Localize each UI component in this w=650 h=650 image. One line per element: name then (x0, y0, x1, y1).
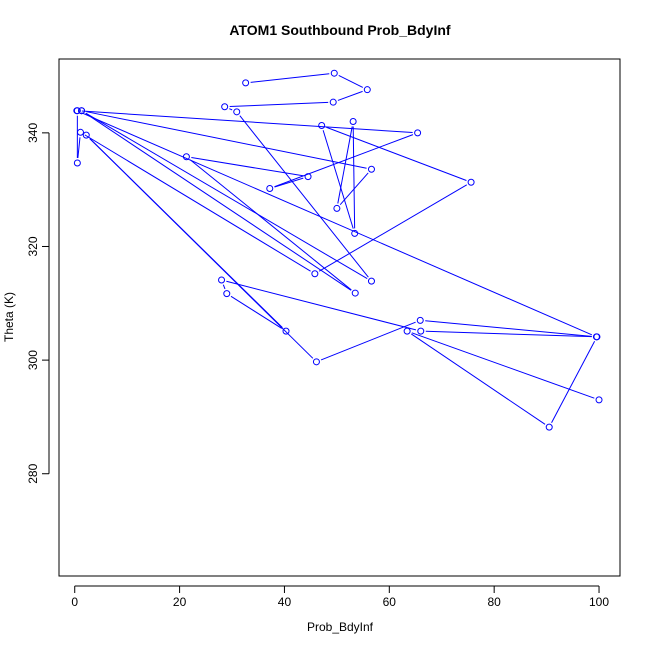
series-line-segment (239, 115, 369, 278)
y-axis: 280 300 320 340 (26, 123, 50, 484)
data-point (349, 117, 357, 125)
data-point (363, 86, 371, 94)
x-tick-label: 0 (71, 595, 78, 609)
data-point (403, 327, 411, 335)
data-point (73, 107, 81, 115)
data-point (282, 327, 290, 335)
data-point (218, 276, 226, 284)
series-line-segment (425, 320, 592, 337)
data-point (545, 423, 553, 431)
chart-title: ATOM1 Southbound Prob_BdyInf (229, 22, 450, 38)
series-line-segment (77, 137, 81, 159)
x-tick-label: 100 (589, 595, 609, 609)
series-line-segment (81, 112, 593, 336)
series-line-segment (250, 73, 330, 83)
series-line-segment (222, 284, 226, 290)
x-tick-label: 60 (383, 595, 397, 609)
y-tick-label: 320 (26, 236, 40, 256)
data-point (351, 229, 359, 237)
series-line-segment (274, 177, 304, 188)
data-point (73, 159, 81, 167)
data-point (242, 79, 250, 87)
data-point (416, 316, 424, 324)
data-point (467, 178, 475, 186)
series-line-segment (326, 126, 467, 181)
series-line-segment (320, 321, 416, 361)
series-line-segment (230, 295, 283, 329)
series-line-segment (322, 130, 354, 229)
data-point (367, 165, 375, 173)
data-point (233, 108, 241, 116)
x-tick-label: 40 (278, 595, 292, 609)
series-line-segment (551, 341, 596, 423)
data-point (266, 185, 274, 193)
data-point (351, 289, 359, 297)
x-tick-label: 80 (487, 595, 501, 609)
data-point (330, 69, 338, 77)
data-point (417, 327, 425, 335)
series-line-segment (191, 157, 304, 177)
series-line-segment (274, 134, 414, 188)
x-tick-label: 20 (173, 595, 187, 609)
data-point (414, 129, 422, 137)
y-axis-label: Theta (K) (2, 292, 16, 342)
data-point (367, 277, 375, 285)
series-line-segment (189, 159, 352, 291)
series-line-segment (86, 111, 367, 169)
data-point (76, 128, 84, 136)
data-point (593, 333, 601, 341)
data-point (311, 270, 319, 278)
data-point (78, 107, 86, 115)
data-point (333, 204, 341, 212)
series-line-segment (85, 113, 352, 291)
series-line-segment (229, 101, 329, 108)
data-point (329, 98, 337, 106)
series-line-segment (339, 172, 369, 206)
data-point (223, 290, 231, 298)
data-point (82, 131, 90, 139)
series-line-segment (425, 330, 592, 338)
data-point (221, 103, 229, 111)
y-tick-label: 340 (26, 123, 40, 143)
series-line-segment (337, 126, 353, 204)
series-line-segment (410, 333, 546, 425)
series-line-segment (229, 108, 233, 111)
data-point (312, 358, 320, 366)
y-tick-label: 300 (26, 350, 40, 370)
series-line-segment (85, 112, 368, 280)
plot-frame (58, 58, 621, 577)
series-line-segment (338, 74, 364, 88)
series-line-segment (226, 280, 417, 331)
y-tick-label: 280 (26, 463, 40, 483)
series-line-segment (84, 134, 311, 272)
series-line-segment (318, 184, 468, 272)
series-line-segment (89, 138, 283, 328)
series-line-segment (81, 110, 413, 134)
data-point (182, 153, 190, 161)
data-point (595, 396, 603, 404)
series-line-segment (337, 90, 363, 101)
series-line-segment (352, 126, 356, 229)
series-line-segment (411, 332, 595, 399)
x-axis: 0 20 40 60 80 100 (71, 585, 609, 609)
x-axis-label: Prob_BdyInf (307, 620, 374, 634)
series-layer (73, 69, 603, 431)
data-point (304, 173, 312, 181)
data-point (318, 121, 326, 129)
